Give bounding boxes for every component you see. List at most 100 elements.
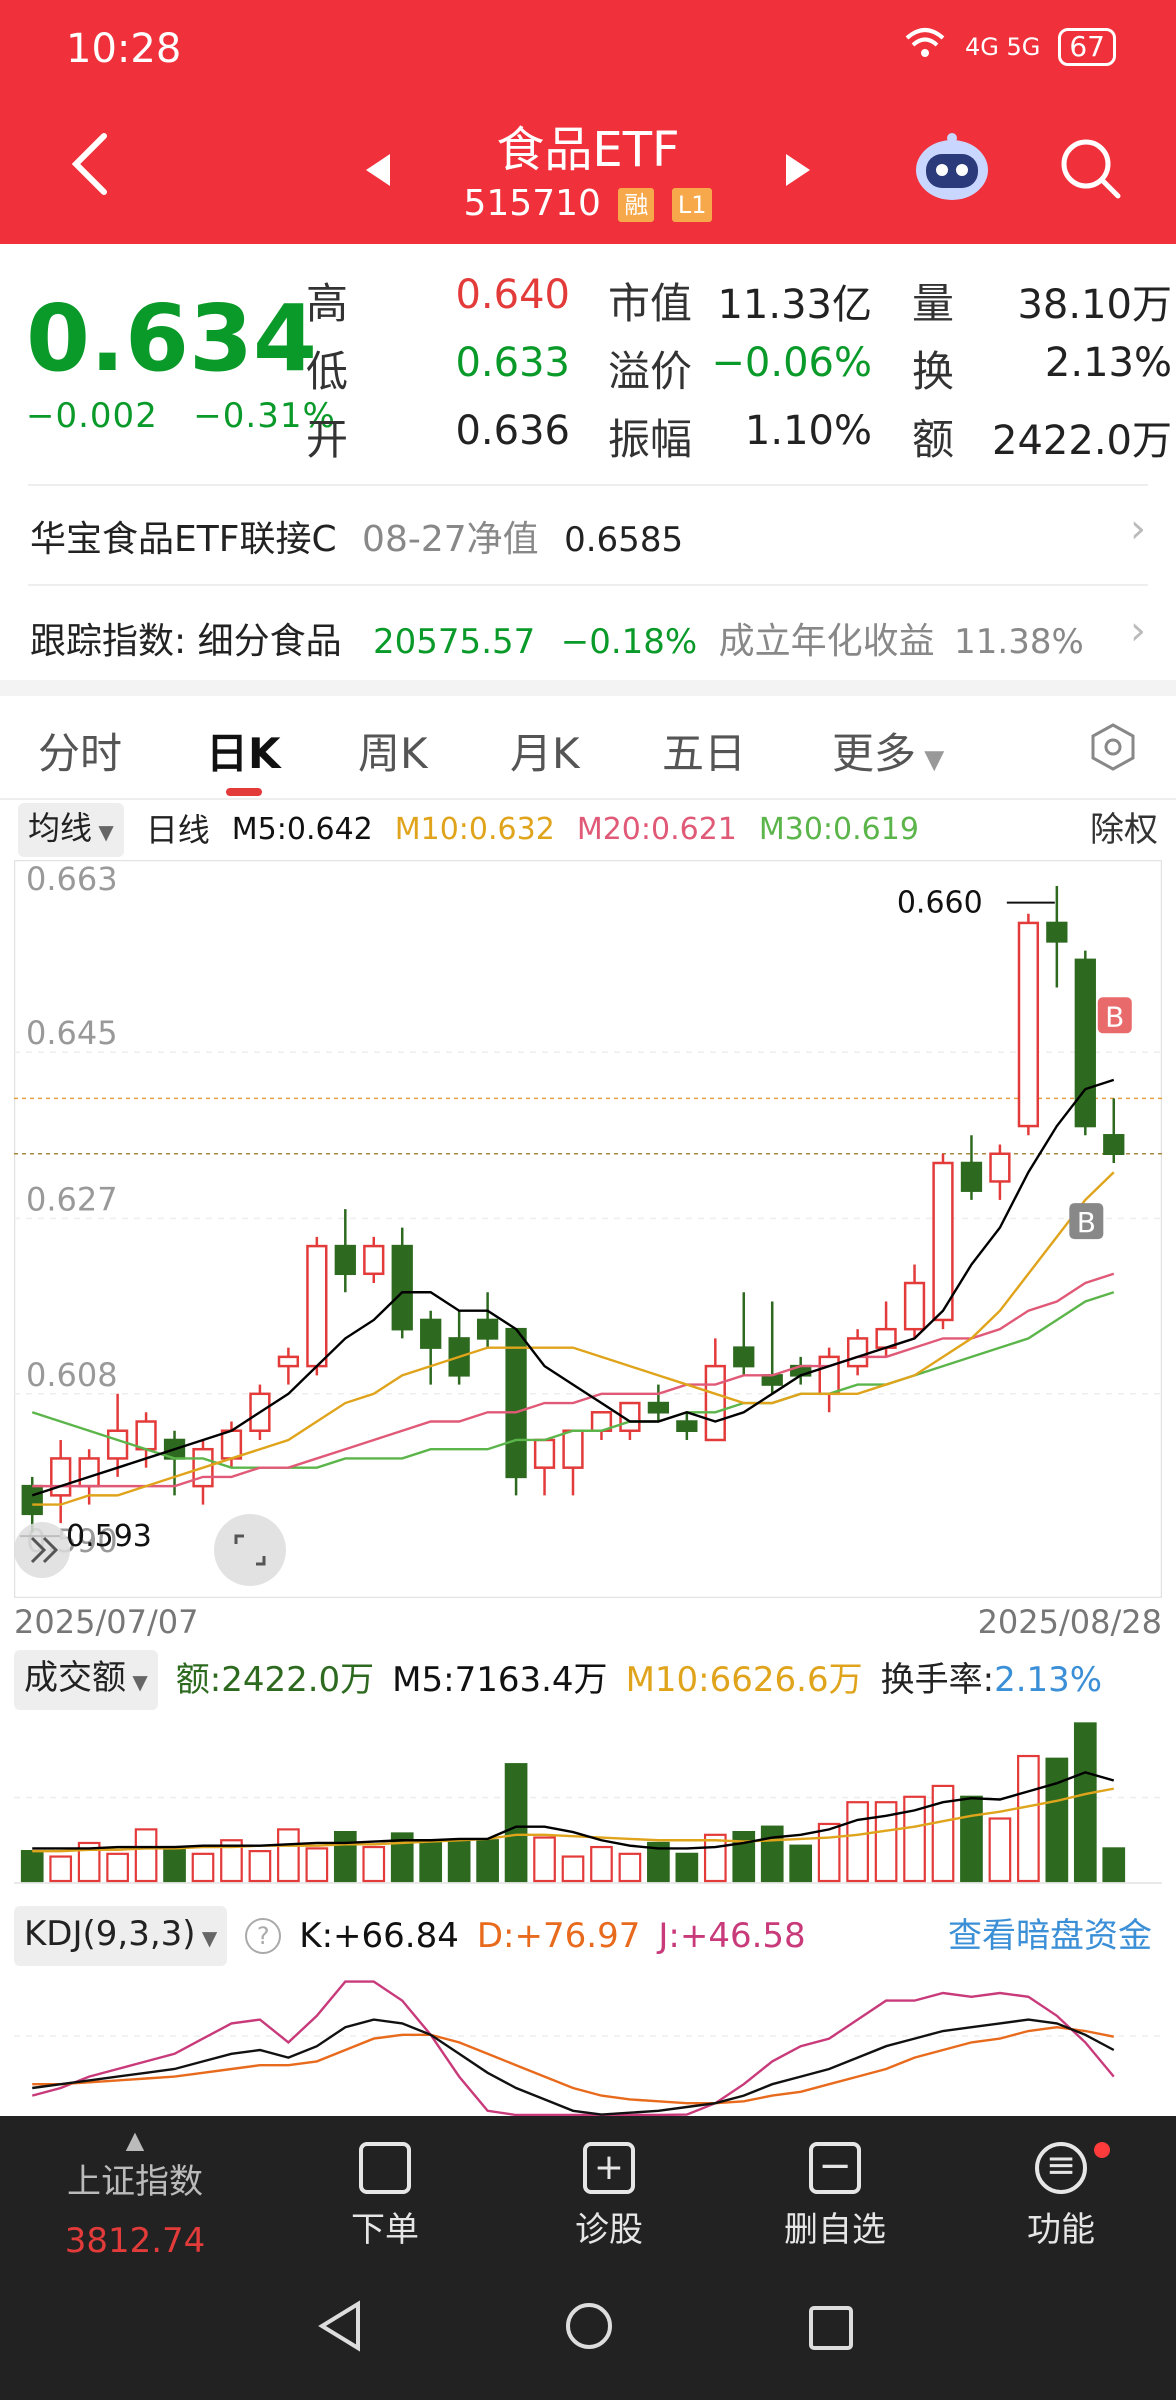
amplitude-value: 1.10% — [744, 408, 872, 454]
low-label: 低 — [306, 347, 349, 396]
tab-weekly-k[interactable]: 周K — [358, 729, 428, 778]
index-name: 上证指数 — [67, 2162, 203, 2202]
volume-bar — [305, 1847, 329, 1883]
since-value: 11.38% — [954, 622, 1084, 662]
candle-body — [334, 1244, 356, 1276]
system-back-icon[interactable] — [316, 2300, 364, 2366]
volume-amount: 额:2422.0万 — [175, 1660, 375, 1700]
turnover-rate-value: 2.13% — [994, 1660, 1103, 1700]
kdj-j: J:+46.58 — [658, 1916, 806, 1956]
mcap-value: 11.33亿 — [717, 282, 872, 328]
bottom-toolbar — [0, 2116, 1176, 2400]
kdj-chart[interactable] — [14, 1966, 1162, 2116]
candle-body — [761, 1374, 783, 1386]
volume-selector[interactable]: 成交额 ▼ — [14, 1650, 158, 1710]
premium-value: −0.06% — [711, 340, 872, 386]
volume-ma5: M5:7163.4万 — [392, 1660, 608, 1700]
amount-label: 额 — [912, 415, 955, 464]
stock-code-line: 515710 融 L1 — [0, 183, 1176, 224]
back-icon[interactable] — [70, 132, 110, 200]
tab-daily-k[interactable]: 日K — [206, 729, 281, 778]
chevron-right-icon[interactable]: › — [1130, 608, 1146, 654]
tab-more[interactable]: 更多 ▼ — [832, 720, 944, 781]
ma20-line — [32, 1272, 1115, 1488]
vol_ma10-line — [32, 1787, 1114, 1853]
current-price: 0.634 — [26, 285, 318, 392]
ma-legend: 均线 ▼ 日线 M5:0.642 M10:0.632 M20:0.621 M30… — [18, 803, 919, 857]
functions-button[interactable]: ≡ 功能 — [986, 2142, 1136, 2251]
order-button[interactable]: 下单 — [310, 2142, 460, 2251]
order-label: 下单 — [351, 2210, 419, 2250]
kdj-selector[interactable]: KDJ(9,3,3) ▼ — [14, 1906, 228, 1966]
candle-body — [960, 1161, 983, 1192]
order-doc-icon — [359, 2142, 411, 2194]
tab-monthly-k[interactable]: 月K — [510, 729, 580, 778]
amplitude-label: 振幅 — [608, 415, 693, 464]
prev-stock-icon[interactable] — [364, 152, 392, 192]
index-ticker[interactable]: ▲ 上证指数 3812.74 — [40, 2126, 230, 2261]
search-icon[interactable] — [1058, 136, 1122, 204]
volume-bar — [988, 1817, 1012, 1883]
chevron-down-icon: ▼ — [916, 745, 945, 775]
tracking-label: 跟踪指数: 细分食品 — [30, 621, 342, 662]
kdj_d-line — [32, 2025, 1115, 2105]
ma20-legend: M20:0.621 — [576, 812, 737, 847]
y-tick-label: 0.627 — [26, 1180, 118, 1218]
volume-bar — [675, 1852, 699, 1883]
candle-body — [476, 1318, 499, 1340]
system-home-icon[interactable] — [564, 2300, 614, 2365]
turnover-rate-label: 换手率: — [880, 1660, 995, 1700]
remove-watchlist-button[interactable]: − 删自选 — [760, 2142, 910, 2251]
volume-bar — [362, 1845, 386, 1883]
since-label: 成立年化收益 — [718, 621, 935, 662]
volume-bar — [874, 1801, 898, 1883]
linked-fund-name: 华宝食品ETF联接C — [30, 519, 337, 560]
chevron-right-icon[interactable]: › — [1130, 506, 1146, 552]
ma5-legend: M5:0.642 — [231, 812, 373, 847]
volume-chart[interactable] — [14, 1710, 1162, 1885]
tab-intraday[interactable]: 分时 — [38, 729, 123, 778]
candle-body — [1103, 1134, 1125, 1156]
level-tag: L1 — [671, 188, 713, 222]
ma30-line — [31, 1291, 1115, 1469]
volume-bar — [846, 1801, 869, 1883]
system-recents-icon[interactable] — [808, 2300, 854, 2365]
volume-bar — [647, 1841, 670, 1883]
tab-five-day[interactable]: 五日 — [662, 729, 747, 778]
volume-ma10: M10:6626.6万 — [625, 1660, 863, 1700]
volume-bar — [618, 1852, 642, 1883]
kdj_j-line — [31, 1980, 1115, 2116]
volume-bar — [1017, 1754, 1040, 1883]
fullscreen-icon[interactable] — [214, 1514, 286, 1586]
candle-body — [818, 1355, 840, 1396]
premium-label: 溢价 — [608, 347, 693, 396]
tracking-row[interactable]: 跟踪指数: 细分食品 20575.57 −0.18% 成立年化收益 11.38% — [30, 612, 1084, 664]
buy-marker-label: B — [1077, 1206, 1096, 1239]
volume-bar — [447, 1839, 471, 1883]
price-change-value: −0.002 — [26, 396, 158, 436]
vol_ma5-line — [32, 1771, 1115, 1850]
ma10-legend: M10:0.632 — [394, 812, 555, 847]
ma-selector[interactable]: 均线 ▼ — [18, 803, 124, 857]
remove-watchlist-label: 删自选 — [784, 2210, 886, 2250]
chevron-down-icon: ▼ — [92, 820, 114, 844]
volume-legend: 成交额 ▼ 额:2422.0万 M5:7163.4万 M10:6626.6万 换… — [14, 1650, 1102, 1710]
dark-pool-link[interactable]: 查看暗盘资金 — [948, 1916, 1152, 1956]
tracking-index-value: 20575.57 — [373, 622, 536, 662]
settings-hexagon-icon[interactable] — [1088, 722, 1138, 776]
wifi-icon — [903, 26, 947, 68]
diagnose-button[interactable]: + 诊股 — [534, 2142, 684, 2251]
candle-body — [391, 1244, 413, 1331]
robot-assistant-icon[interactable] — [912, 130, 992, 206]
volume-bar — [106, 1852, 129, 1883]
next-stock-icon[interactable] — [784, 152, 812, 192]
stock-code: 515710 — [463, 183, 601, 224]
fullscreen-corner-icon — [234, 1534, 266, 1566]
candle-body — [363, 1244, 385, 1276]
help-icon[interactable]: ? — [245, 1918, 282, 1954]
adjust-toggle[interactable]: 除权 — [1090, 810, 1158, 850]
mcap-label: 市值 — [608, 279, 693, 328]
linked-fund-row[interactable]: 华宝食品ETF联接C 08-27净值 0.6585 — [30, 510, 683, 562]
y-tick-label: 0.645 — [26, 1014, 118, 1052]
